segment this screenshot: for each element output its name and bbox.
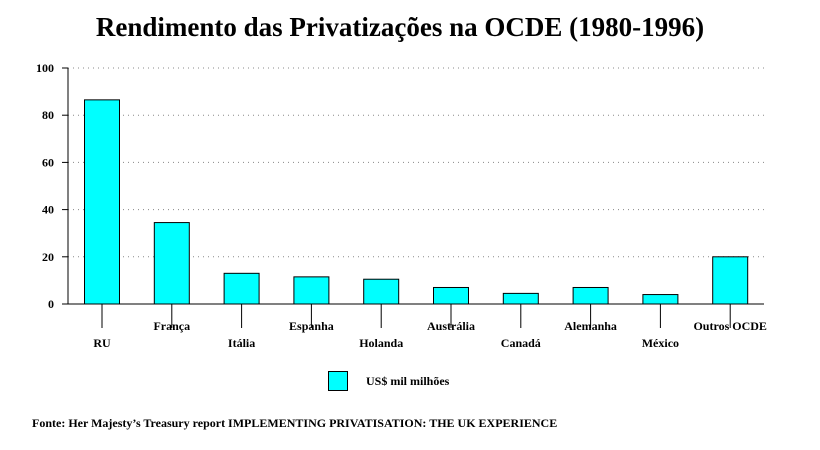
bar-7 — [572, 286, 609, 305]
legend-swatch — [328, 371, 348, 391]
x-tick-label: Alemanha — [564, 319, 617, 333]
legend-label: US$ mil milhões — [366, 373, 450, 388]
y-ticks: 0 20 40 60 80 100 — [36, 61, 68, 311]
x-tick-label: França — [153, 319, 190, 333]
bar-0 — [84, 99, 120, 305]
x-tick-label: Itália — [228, 336, 255, 350]
x-tick-label: Austrália — [427, 319, 475, 333]
x-tick-label: Outros OCDE — [693, 319, 766, 333]
y-tick-label: 0 — [48, 297, 54, 311]
bar-2 — [223, 272, 260, 305]
source-note: Fonte: Her Majesty’s Treasury report IMP… — [32, 416, 558, 430]
legend: US$ mil milhões — [328, 370, 449, 392]
y-tick-label: 80 — [42, 108, 54, 122]
x-tick-label: Espanha — [289, 319, 334, 333]
chart-title: Rendimento das Privatizações na OCDE (19… — [95, 12, 705, 42]
bar-5 — [433, 286, 469, 305]
bar-9 — [712, 256, 749, 305]
y-tick-label: 60 — [42, 155, 54, 169]
bar-1 — [153, 222, 190, 305]
bar-3 — [293, 276, 330, 305]
bars — [84, 99, 749, 305]
x-tick-label: Canadá — [501, 336, 541, 350]
bar-6 — [502, 292, 539, 305]
bar-8 — [642, 294, 679, 305]
x-tick-label: RU — [93, 336, 111, 350]
axes — [67, 68, 764, 305]
x-tick-label: México — [642, 336, 679, 350]
x-tick-label: Holanda — [359, 336, 403, 350]
y-tick-label: 40 — [42, 203, 54, 217]
bar-4 — [363, 278, 400, 305]
y-tick-label: 20 — [42, 250, 54, 264]
x-ticks: RU França Itália Espanha Holanda Austrália Can… — [93, 304, 767, 350]
y-tick-label: 100 — [36, 61, 54, 75]
